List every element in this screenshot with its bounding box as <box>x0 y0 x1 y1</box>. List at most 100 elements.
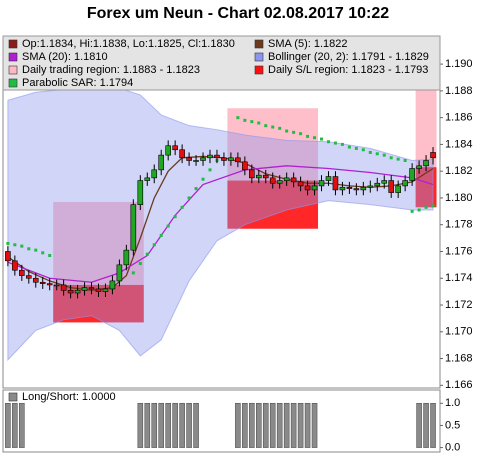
y-tick-label: 0.0 <box>445 441 460 453</box>
bar <box>423 402 429 448</box>
y-tick-label: 1.184 <box>445 138 473 150</box>
candle-body <box>242 161 248 171</box>
legend-label: Daily S/L region: 1.1823 - 1.1793 <box>268 64 428 76</box>
candle-body <box>46 283 53 286</box>
sar-dot <box>285 129 289 133</box>
candle-body <box>388 180 395 193</box>
bar <box>151 402 158 448</box>
sar-dot <box>27 247 31 251</box>
candle-body <box>249 169 255 179</box>
y-tick-label: 1.0 <box>445 397 460 409</box>
sar-dot <box>34 248 38 252</box>
candle-body <box>423 160 429 167</box>
sar-dot <box>6 241 10 245</box>
bar <box>19 402 25 448</box>
bar <box>193 402 199 448</box>
candle-body <box>158 154 165 171</box>
candle-body <box>60 284 67 291</box>
bar <box>304 402 311 448</box>
sar-dot <box>389 156 393 160</box>
candle-body <box>179 149 185 159</box>
candle-body <box>200 157 206 161</box>
bar <box>172 402 178 448</box>
candle-body <box>283 177 290 181</box>
bar <box>12 402 18 448</box>
sar-dot <box>431 204 435 208</box>
candle-body <box>262 174 269 179</box>
sar-dot <box>382 153 386 157</box>
y-tick-label: 1.170 <box>445 326 473 338</box>
legend-swatch <box>8 65 18 75</box>
sar-dot <box>187 196 191 200</box>
sar-dot <box>41 251 45 255</box>
candle-body <box>332 176 339 191</box>
y-tick-label: 1.188 <box>445 85 473 97</box>
bar <box>262 402 269 448</box>
candle-body <box>165 145 171 156</box>
sar-dot <box>340 142 344 146</box>
candle-body <box>339 186 346 191</box>
sar-dot <box>271 125 275 129</box>
candle-body <box>137 180 144 205</box>
sar-dot <box>403 158 407 162</box>
sar-dot <box>278 126 282 130</box>
candle-body <box>311 185 318 191</box>
candle-body <box>255 174 262 179</box>
sar-dot <box>131 271 135 275</box>
bar <box>137 402 144 448</box>
sar-dot <box>152 243 156 247</box>
candle-body <box>207 154 213 159</box>
y-tick-label: 1.180 <box>445 192 473 204</box>
legend-box <box>2 35 441 91</box>
sar-dot <box>257 121 261 125</box>
bar <box>179 402 185 448</box>
bar <box>242 402 248 448</box>
candle-body <box>297 181 304 187</box>
sar-dot <box>264 124 268 128</box>
sar-dot <box>194 187 198 191</box>
candle-body <box>346 186 353 189</box>
lower-legend-swatch <box>8 392 18 402</box>
sar-dot <box>396 157 400 161</box>
sar-dot <box>292 130 296 134</box>
legend-swatch <box>8 39 18 49</box>
y-tick-label: 1.168 <box>445 352 473 364</box>
candle-body <box>290 177 297 183</box>
sar-dot <box>173 215 177 219</box>
legend-label: Op:1.1834, Hi:1.1838, Lo:1.1825, Cl:1.18… <box>22 38 235 50</box>
legend-swatch <box>254 65 264 75</box>
legend-label: Bollinger (20, 2): 1.1791 - 1.1829 <box>268 51 429 63</box>
bar <box>249 402 255 448</box>
sar-dot <box>13 243 17 247</box>
sar-dot <box>333 141 337 145</box>
candle-body <box>228 157 234 161</box>
candle-body <box>409 168 415 181</box>
candle-body <box>304 185 311 191</box>
sar-dot <box>424 205 428 209</box>
candle-body <box>81 287 88 291</box>
bar <box>269 402 276 448</box>
sar-dot <box>243 118 247 122</box>
y-tick-label: 0.5 <box>445 419 460 431</box>
candle-body <box>269 177 276 184</box>
candle-body <box>88 287 95 290</box>
lower-plot <box>2 389 441 453</box>
sar-dot <box>166 224 170 228</box>
sar-dot <box>306 134 310 138</box>
candle-body <box>374 182 381 187</box>
candle-body <box>381 180 388 184</box>
bar <box>297 402 304 448</box>
candle-body <box>74 289 81 294</box>
y-tick-label: 1.174 <box>445 272 473 284</box>
sar-dot <box>48 253 52 257</box>
bar <box>283 402 290 448</box>
candle-body <box>430 152 436 159</box>
candle-body <box>95 288 102 292</box>
candle-body <box>353 188 360 191</box>
legend-label: SMA (5): 1.1822 <box>268 38 348 50</box>
chart-title: Forex um Neun - Chart 02.08.2017 10:22 <box>87 5 389 22</box>
candle-body <box>395 185 401 193</box>
sar-dot <box>208 168 212 172</box>
